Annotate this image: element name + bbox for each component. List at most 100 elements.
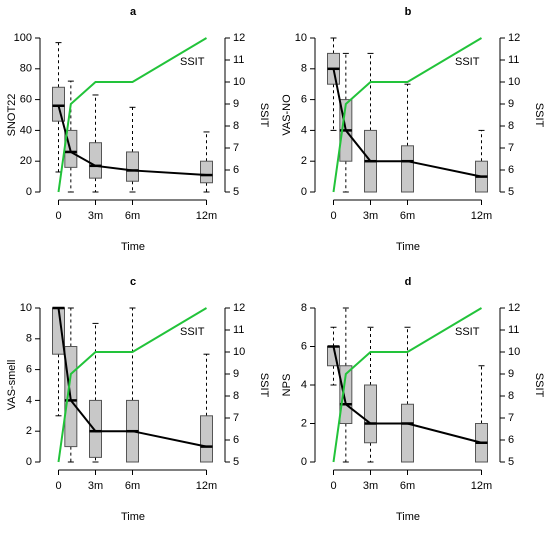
y2-tick-label: 6 [233,164,239,176]
median-line [332,346,482,444]
x-tick-label: 12m [471,210,492,222]
x-axis-label: Time [121,241,145,253]
x-tick-label: 6m [400,480,415,492]
ssit-line [57,307,208,463]
y-tick-label: 10 [20,302,32,314]
panel: b Time VAS-NO SSIT 0 2 4 6 8 10 5 6 7 8 9 10 11 12 0 3m 6m 12… [281,6,545,253]
y2-tick-label: 10 [233,346,245,358]
series-label: SSIT [180,326,205,338]
y2-tick-label: 10 [233,76,245,88]
median-line [332,68,482,178]
box [200,160,213,184]
y2-tick-label: 7 [508,142,514,154]
y-tick-label: 4 [301,379,307,391]
y2-tick-label: 9 [508,368,514,380]
y-tick-label: 6 [301,94,307,106]
y-tick-label: 2 [26,425,32,437]
y2-tick-label: 11 [233,324,244,336]
y-tick-label: 60 [20,94,32,106]
panel-title: a [130,6,137,18]
y2-tick-label: 8 [508,390,514,402]
panel-title: c [130,276,136,288]
y2-tick-label: 9 [508,98,514,110]
y-axis-label: VAS-NO [281,94,293,136]
y-tick-label: 2 [301,417,307,429]
y2-tick-label: 6 [233,434,239,446]
y2-tick-label: 11 [508,54,519,66]
y2-tick-label: 7 [233,412,239,424]
y2-axis-label: SSIT [533,373,545,398]
y-tick-label: 8 [301,302,307,314]
y2-tick-label: 8 [233,390,239,402]
y2-tick-label: 6 [508,434,514,446]
y-tick-label: 10 [295,32,307,44]
x-tick-label: 0 [330,480,336,492]
y2-tick-label: 11 [508,324,519,336]
y2-axis-label: SSIT [533,103,545,128]
y-tick-label: 0 [26,456,32,468]
y-tick-label: 80 [20,63,32,75]
x-tick-label: 12m [471,480,492,492]
x-tick-label: 12m [196,480,217,492]
y2-tick-label: 5 [233,456,239,468]
y-tick-label: 6 [301,340,307,352]
y2-tick-label: 6 [508,164,514,176]
x-tick-label: 3m [88,210,103,222]
series-label: SSIT [180,56,205,68]
panel: a Time SNOT22 SSIT 0 20 40 60 80 100 5 6 7 8 9 10 11 12 0 3… [6,6,270,253]
y-tick-label: 2 [301,155,307,167]
panel: c Time VAS-smell SSIT 0 2 4 6 8 10 5 6 7 8 9 10 11 12 0 3m 6… [6,276,270,523]
y-tick-label: 0 [301,186,307,198]
y2-tick-label: 9 [233,368,239,380]
y2-tick-label: 7 [508,412,514,424]
y2-tick-label: 8 [233,120,239,132]
y2-tick-label: 5 [233,186,239,198]
box [401,145,414,193]
y2-tick-label: 8 [508,120,514,132]
ssit-line [332,307,483,463]
series-label: SSIT [455,326,480,338]
x-tick-label: 3m [363,480,378,492]
box [126,151,139,182]
x-tick-label: 6m [125,210,140,222]
x-tick-label: 3m [363,210,378,222]
y2-tick-label: 7 [233,142,239,154]
ssit-line [57,37,208,193]
box [89,142,102,179]
y-tick-label: 0 [26,186,32,198]
y2-tick-label: 12 [508,32,520,44]
y2-axis-label: SSIT [258,103,270,128]
y-tick-label: 4 [26,394,32,406]
panel: d Time NPS SSIT 0 2 4 6 8 5 6 7 8 9 10 11 12 0 3m 6m 12m SSIT [281,276,545,523]
y2-tick-label: 12 [233,32,245,44]
y2-tick-label: 9 [233,98,239,110]
y2-tick-label: 12 [508,302,520,314]
x-axis-label: Time [121,511,145,523]
median-line [57,307,207,448]
x-axis-label: Time [396,511,420,523]
y-tick-label: 6 [26,364,32,376]
y-tick-label: 4 [301,124,307,136]
x-tick-label: 0 [55,210,61,222]
y-axis-label: NPS [281,374,293,397]
y-tick-label: 40 [20,124,32,136]
series-label: SSIT [455,56,480,68]
y-tick-label: 20 [20,155,32,167]
y-axis-label: VAS-smell [6,360,18,411]
box [401,403,414,463]
y-axis-label: SNOT22 [6,94,18,137]
y-tick-label: 100 [14,32,32,44]
x-axis-label: Time [396,241,420,253]
y2-tick-label: 12 [233,302,245,314]
x-tick-label: 0 [330,210,336,222]
x-tick-label: 6m [400,210,415,222]
box [89,399,102,458]
x-tick-label: 12m [196,210,217,222]
y2-tick-label: 11 [233,54,244,66]
box [339,365,353,424]
y2-tick-label: 5 [508,456,514,468]
x-tick-label: 6m [125,480,140,492]
y-tick-label: 0 [301,456,307,468]
panel-title: b [405,6,412,18]
